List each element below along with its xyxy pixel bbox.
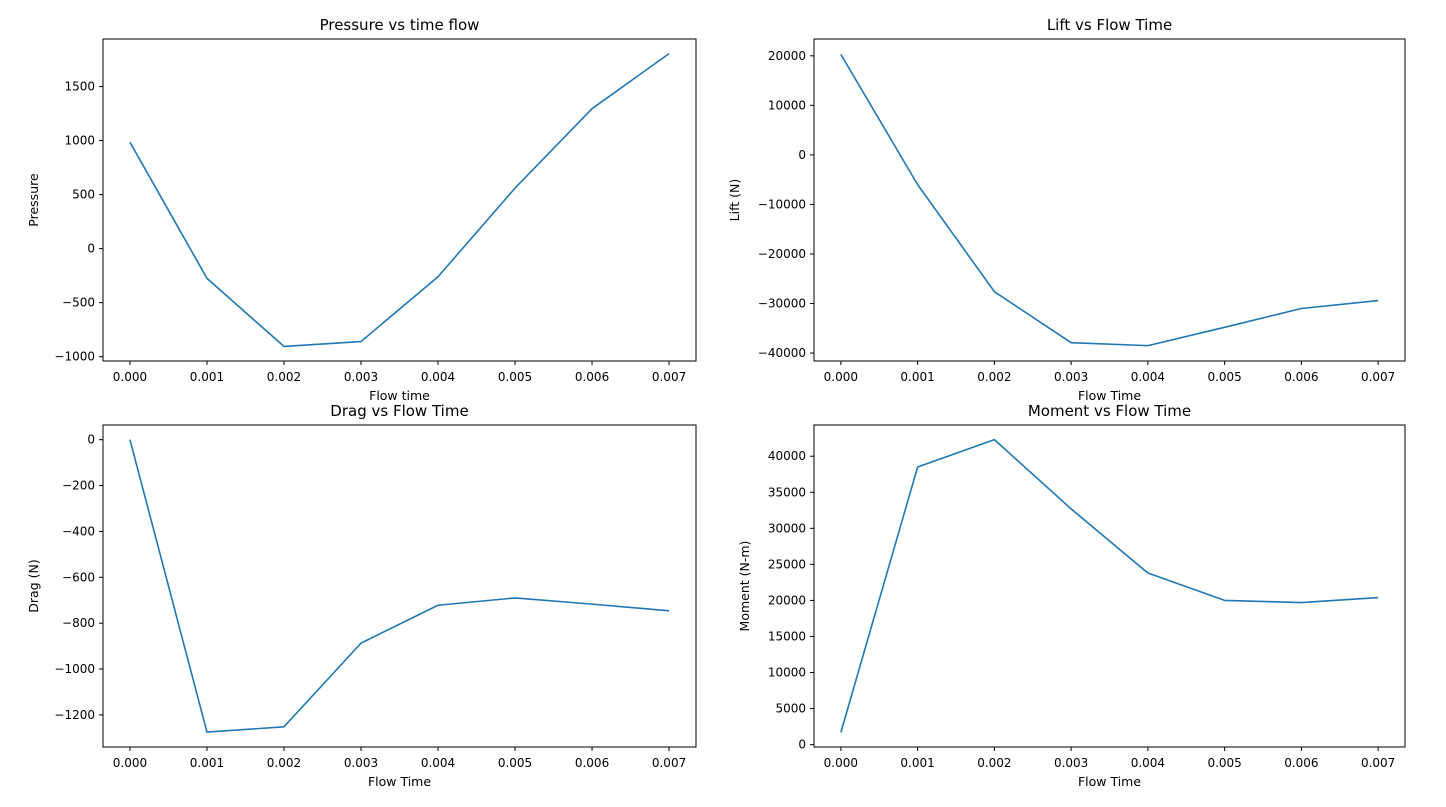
y-tick-label: −400 [62,524,95,538]
series-line [840,53,1379,347]
y-tick-label: −500 [62,296,95,310]
y-tick-label: 0 [798,148,806,162]
x-tick-label: 0.003 [1054,756,1088,770]
chart-title: Moment vs Flow Time [1028,402,1191,420]
x-tick-label: 0.004 [1131,370,1165,384]
y-tick-label: −1000 [54,350,95,364]
plot-frame [102,424,697,748]
x-tick-label: 0.002 [977,756,1011,770]
series-line [129,52,670,348]
y-tick-label: −600 [62,570,95,584]
x-tick-label: 0.005 [498,756,532,770]
x-tick-label: 0.001 [900,370,934,384]
x-tick-label: 0.006 [1284,370,1318,384]
x-tick-label: 0.006 [575,756,609,770]
x-tick-label: 0.003 [344,370,378,384]
x-axis-label: Flow time [369,388,430,403]
x-tick-label: 0.003 [344,756,378,770]
x-axis-label: Flow Time [368,774,431,789]
x-tick-label: 0.006 [1284,756,1318,770]
series-line [129,439,670,733]
x-tick-label: 0.004 [421,756,455,770]
y-tick-label: −10000 [758,197,806,211]
x-tick-label: 0.000 [824,756,858,770]
x-tick-label: 0.002 [267,756,301,770]
y-tick-label: 15000 [768,629,806,643]
x-tick-label: 0.002 [267,370,301,384]
x-tick-label: 0.007 [652,756,686,770]
plot-frame [813,424,1406,748]
x-axis-label: Flow Time [1078,774,1141,789]
x-tick-label: 0.001 [190,756,224,770]
x-tick-label: 0.001 [190,370,224,384]
y-tick-label: 0 [87,433,95,447]
chart-2: Lift vs Flow Time 0.000 0.001 0.002 0.003 0.0… [727,16,1406,403]
y-axis-label: Drag (N) [26,559,41,612]
x-tick-label: 0.000 [824,370,858,384]
y-tick-label: 0 [87,242,95,256]
y-tick-label: 25000 [768,557,806,571]
chart-title: Lift vs Flow Time [1047,16,1172,34]
plot-frame [102,38,697,362]
x-tick-label: 0.007 [1361,370,1395,384]
plot-frame [813,38,1406,362]
x-tick-label: 0.002 [977,370,1011,384]
chart-title: Drag vs Flow Time [330,402,468,420]
x-axis-label: Flow Time [1078,388,1141,403]
x-tick-label: 0.004 [421,370,455,384]
y-tick-label: −1200 [54,708,95,722]
x-tick-label: 0.007 [652,370,686,384]
y-axis-label: Moment (N-m) [737,541,752,632]
x-tick-label: 0.005 [498,370,532,384]
y-tick-label: 30000 [768,521,806,535]
chart-1: Pressure vs time flow 0.000 0.001 0.002 0.00… [26,16,697,403]
y-tick-label: −800 [62,616,95,630]
y-tick-label: 0 [798,738,806,752]
x-tick-label: 0.001 [900,756,934,770]
x-tick-label: 0.006 [575,370,609,384]
y-tick-label: 20000 [768,593,806,607]
y-tick-label: 20000 [768,49,806,63]
y-tick-label: −40000 [758,346,806,360]
y-tick-label: 1000 [64,134,95,148]
x-tick-label: 0.004 [1131,756,1165,770]
x-tick-label: 0.003 [1054,370,1088,384]
y-tick-label: 10000 [768,98,806,112]
y-tick-label: 40000 [768,449,806,463]
y-tick-label: −1000 [54,662,95,676]
y-tick-label: 1500 [64,80,95,94]
chart-4: Moment vs Flow Time 0.000 0.001 0.002 0.003 0… [737,402,1406,789]
y-tick-label: −20000 [758,247,806,261]
x-tick-label: 0.005 [1207,370,1241,384]
chart-3: Drag vs Flow Time 0.000 0.001 0.002 0.003 0.0… [26,402,697,789]
y-tick-label: 35000 [768,485,806,499]
chart-title: Pressure vs time flow [320,16,480,34]
x-tick-label: 0.005 [1207,756,1241,770]
x-tick-label: 0.000 [113,756,147,770]
y-tick-label: 10000 [768,666,806,680]
y-axis-label: Pressure [26,173,41,227]
series-line [840,438,1379,733]
y-tick-label: −30000 [758,297,806,311]
y-tick-label: −200 [62,479,95,493]
y-tick-label: 500 [72,188,95,202]
x-tick-label: 0.000 [113,370,147,384]
y-axis-label: Lift (N) [727,179,742,222]
y-tick-label: 5000 [775,702,806,716]
x-tick-label: 0.007 [1361,756,1395,770]
